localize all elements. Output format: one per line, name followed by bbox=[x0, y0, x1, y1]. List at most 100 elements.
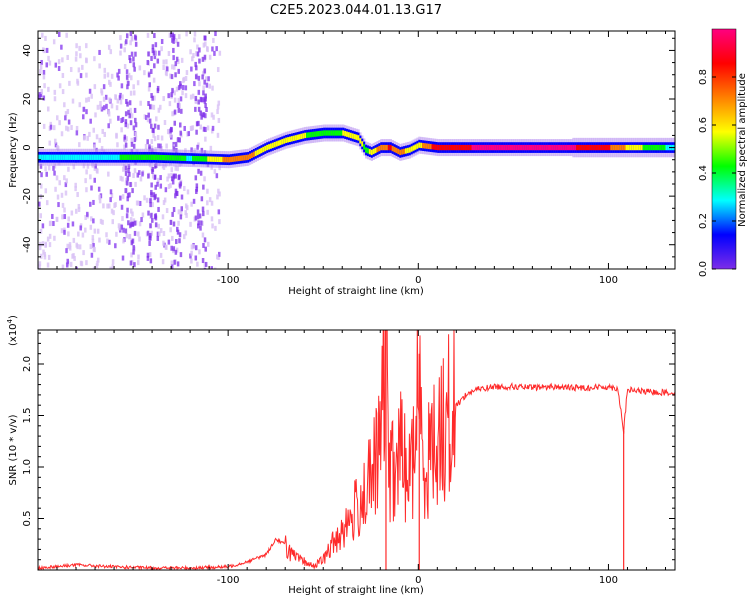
noise-cell bbox=[92, 199, 95, 205]
noise-cell bbox=[92, 246, 96, 252]
ridge-core bbox=[262, 146, 265, 153]
noise-cell bbox=[39, 69, 42, 75]
noise-cell bbox=[38, 201, 41, 207]
noise-streak-cell bbox=[124, 119, 128, 125]
noise-streak-cell bbox=[194, 175, 198, 181]
noise-cell bbox=[153, 95, 156, 101]
ridge-core bbox=[218, 156, 221, 163]
noise-cell bbox=[96, 168, 99, 174]
noise-cell bbox=[161, 259, 165, 265]
noise-cell bbox=[206, 200, 209, 206]
noise-cell bbox=[110, 73, 114, 79]
noise-cell bbox=[132, 84, 135, 90]
noise-cell bbox=[139, 176, 143, 182]
noise-cell bbox=[45, 171, 48, 177]
noise-streak-cell bbox=[172, 35, 175, 41]
noise-cell bbox=[100, 88, 103, 94]
noise-cell bbox=[94, 112, 97, 118]
noise-cell bbox=[63, 214, 67, 220]
noise-streak-cell bbox=[174, 188, 178, 194]
noise-streak-cell bbox=[194, 74, 198, 80]
noise-cell bbox=[122, 164, 126, 170]
noise-streak-cell bbox=[178, 174, 181, 180]
ridge-core bbox=[425, 143, 429, 149]
noise-cell bbox=[101, 128, 104, 134]
noise-cell bbox=[85, 169, 88, 175]
noise-streak-cell bbox=[194, 255, 198, 261]
colorbar-ticks: 0.0 0.2 0.4 0.6 0.8 bbox=[698, 69, 736, 277]
noise-streak-cell bbox=[172, 246, 176, 252]
noise-cell bbox=[82, 106, 86, 112]
ridge-core bbox=[136, 154, 140, 160]
ridge-core bbox=[652, 144, 655, 151]
y-tick-label: 20 bbox=[22, 93, 33, 106]
ridge-core bbox=[454, 144, 457, 151]
noise-cell bbox=[57, 202, 60, 208]
ridge-core bbox=[604, 144, 607, 151]
noise-streak-cell bbox=[177, 107, 181, 113]
ridge-core bbox=[41, 154, 45, 160]
noise-cell bbox=[51, 213, 54, 219]
ridge-core bbox=[76, 154, 79, 160]
noise-cell bbox=[52, 39, 56, 45]
ridge-core bbox=[171, 155, 174, 161]
noise-cell bbox=[138, 200, 142, 206]
ridge-core bbox=[68, 154, 71, 160]
noise-cell bbox=[185, 70, 189, 76]
ridge-core bbox=[53, 154, 56, 160]
noise-streak-cell bbox=[179, 181, 182, 187]
noise-cell bbox=[43, 48, 46, 54]
noise-streak-cell bbox=[156, 235, 160, 241]
ridge-core bbox=[399, 149, 402, 156]
noise-cell bbox=[56, 194, 60, 200]
snr-multiplier-exp: 4 bbox=[6, 318, 14, 323]
noise-cell bbox=[98, 198, 102, 204]
ridge-core bbox=[439, 144, 442, 151]
noise-cell bbox=[109, 189, 113, 195]
ridge-core bbox=[346, 131, 349, 137]
noise-cell bbox=[97, 186, 101, 192]
snr-marks bbox=[38, 330, 675, 570]
ridge-core bbox=[665, 144, 668, 151]
noise-cell bbox=[43, 83, 46, 89]
noise-streak-cell bbox=[170, 74, 174, 80]
noise-streak-cell bbox=[174, 61, 178, 67]
noise-cell bbox=[137, 260, 140, 266]
noise-cell bbox=[119, 99, 123, 105]
ridge-core bbox=[180, 155, 183, 161]
ridge-core bbox=[585, 144, 588, 151]
noise-cell bbox=[89, 174, 92, 180]
colorbar-gradient bbox=[711, 28, 737, 270]
noise-cell bbox=[56, 115, 59, 121]
noise-streak-cell bbox=[128, 192, 131, 198]
noise-streak-cell bbox=[147, 173, 150, 179]
noise-cell bbox=[189, 221, 192, 227]
y-tick-label: 0.5 bbox=[22, 511, 33, 527]
noise-cell bbox=[117, 223, 121, 229]
ridge-core bbox=[190, 155, 193, 162]
noise-streak-cell bbox=[174, 193, 177, 199]
noise-streak-cell bbox=[126, 207, 129, 213]
noise-streak-cell bbox=[157, 124, 160, 130]
noise-cell bbox=[206, 209, 209, 215]
noise-cell bbox=[110, 193, 114, 199]
ridge-core bbox=[519, 144, 522, 151]
noise-cell bbox=[131, 211, 134, 217]
noise-cell bbox=[49, 121, 53, 127]
noise-streak-cell bbox=[172, 221, 176, 227]
noise-cell bbox=[196, 261, 199, 267]
noise-cell bbox=[125, 213, 129, 219]
noise-cell bbox=[126, 84, 129, 90]
ridge-core bbox=[600, 144, 604, 151]
noise-cell bbox=[193, 81, 196, 87]
noise-streak-cell bbox=[126, 180, 129, 186]
ridge-core bbox=[492, 144, 495, 151]
noise-streak-cell bbox=[199, 225, 202, 231]
noise-cell bbox=[117, 75, 120, 81]
noise-cell bbox=[218, 50, 222, 56]
noise-cell bbox=[54, 62, 58, 68]
ridge-core bbox=[209, 156, 212, 162]
ridge-core bbox=[233, 156, 237, 162]
noise-streak-cell bbox=[172, 38, 175, 44]
noise-cell bbox=[103, 67, 107, 73]
